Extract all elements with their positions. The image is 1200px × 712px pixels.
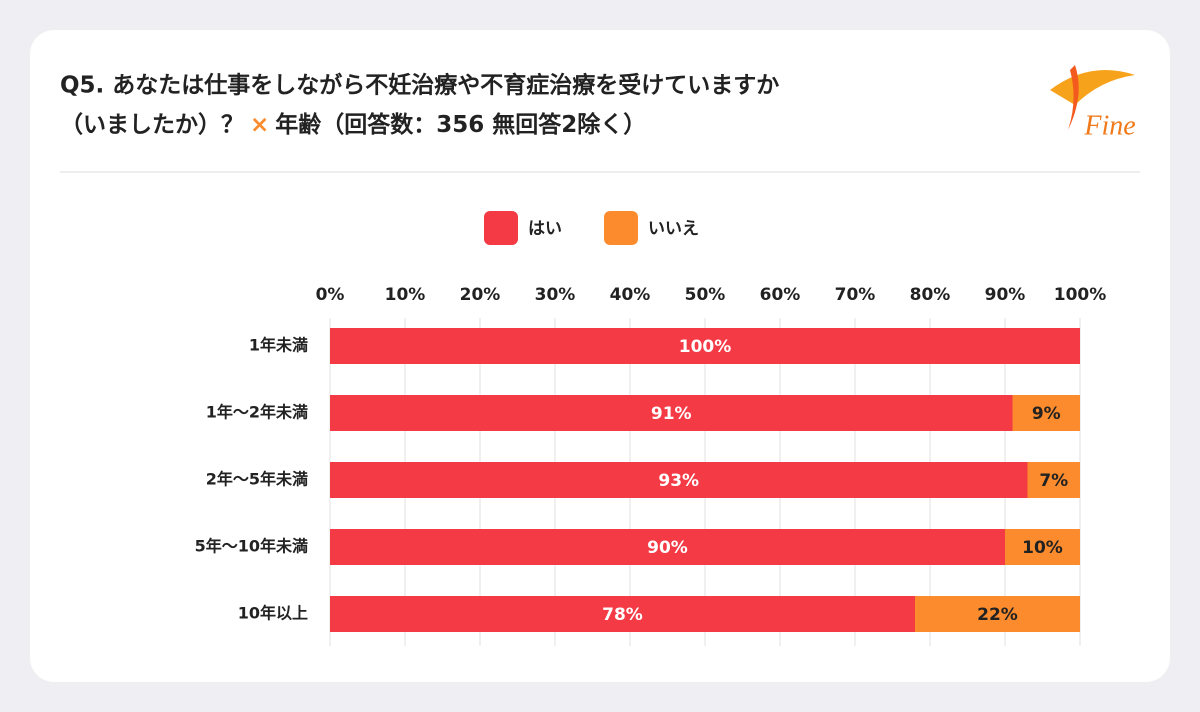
logo-swoosh: [1068, 65, 1079, 130]
x-tick-label: 10%: [385, 285, 426, 305]
bar-segment: [330, 328, 1080, 364]
x-tick-label: 80%: [910, 285, 951, 305]
y-tick-label: 10年以上: [238, 604, 308, 623]
data-label: 93%: [658, 471, 699, 491]
x-tick-label: 50%: [685, 285, 726, 305]
chart-title: Q5. あなたは仕事をしながら不妊治療や不育症治療を受けていますか: [60, 72, 779, 99]
bar-segment: [1012, 395, 1080, 431]
title-cross: ×: [250, 112, 269, 138]
x-tick-label: 0%: [316, 285, 345, 305]
bar-segment: [1005, 529, 1080, 565]
data-label: 78%: [602, 605, 643, 625]
bar-segment: [330, 529, 1005, 565]
legend-swatch: [604, 211, 638, 245]
x-tick-label: 60%: [760, 285, 801, 305]
data-label: 91%: [651, 404, 692, 424]
data-label: 100%: [679, 337, 732, 357]
y-tick-label: 5年～10年未満: [195, 537, 308, 556]
bar-segment: [330, 395, 1013, 431]
logo: Fine: [1050, 65, 1136, 141]
data-label: 10%: [1022, 538, 1063, 558]
legend-swatch: [484, 211, 518, 245]
logo-swoosh: [1050, 70, 1135, 105]
bar-segment: [330, 596, 915, 632]
x-tick-label: 40%: [610, 285, 651, 305]
bar-segment: [1027, 462, 1080, 498]
x-tick-label: 70%: [835, 285, 876, 305]
data-label: 9%: [1032, 404, 1061, 424]
title-part: 年齢（回答数：356 無回答2除く）: [275, 111, 646, 138]
bar-segment: [330, 462, 1028, 498]
x-tick-label: 90%: [985, 285, 1026, 305]
data-label: 7%: [1039, 471, 1068, 491]
y-tick-label: 1年未満: [249, 336, 308, 355]
chart-title: （いましたか）？ × 年齢（回答数：356 無回答2除く）: [60, 111, 646, 138]
bar-segment: [915, 596, 1080, 632]
x-tick-label: 100%: [1054, 285, 1107, 305]
legend-label: はい: [528, 219, 562, 239]
logo-text: Fine: [1083, 110, 1135, 141]
y-tick-label: 2年～5年未満: [206, 470, 308, 489]
data-label: 22%: [977, 605, 1018, 625]
data-label: 90%: [647, 538, 688, 558]
x-tick-label: 30%: [535, 285, 576, 305]
legend-label: いいえ: [648, 219, 699, 239]
title-part: （いましたか）？: [60, 111, 244, 138]
y-tick-label: 1年～2年未満: [206, 403, 308, 422]
x-tick-label: 20%: [460, 285, 501, 305]
